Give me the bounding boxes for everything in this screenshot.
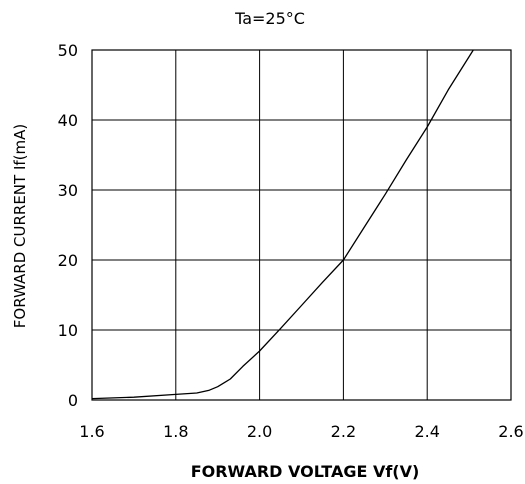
x-tick-label: 1.8 bbox=[163, 422, 188, 441]
y-tick-label: 0 bbox=[68, 391, 78, 410]
x-tick-label: 2.4 bbox=[414, 422, 439, 441]
x-tick-label: 2.2 bbox=[331, 422, 356, 441]
y-axis-label: FORWARD CURRENT If(mA) bbox=[11, 124, 29, 328]
plot-frame bbox=[91, 49, 512, 401]
y-tick-label: 40 bbox=[58, 111, 78, 130]
y-tick-label: 30 bbox=[58, 181, 78, 200]
y-tick-label: 10 bbox=[58, 321, 78, 340]
y-tick-label: 20 bbox=[58, 251, 78, 270]
y-tick-label: 50 bbox=[58, 41, 78, 60]
x-axis-label: FORWARD VOLTAGE Vf(V) bbox=[191, 462, 420, 481]
series-group bbox=[91, 49, 474, 400]
y-tick-labels: 0 10 20 30 40 50 bbox=[58, 41, 78, 410]
chart-title: Ta=25°C bbox=[234, 9, 305, 28]
x-tick-label: 2.0 bbox=[247, 422, 272, 441]
series-line bbox=[91, 49, 474, 400]
x-tick-labels: 1.6 1.8 2.0 2.2 2.4 2.6 bbox=[79, 422, 523, 441]
x-tick-label: 1.6 bbox=[79, 422, 104, 441]
x-tick-label: 2.6 bbox=[498, 422, 523, 441]
grid-lines bbox=[92, 50, 511, 400]
